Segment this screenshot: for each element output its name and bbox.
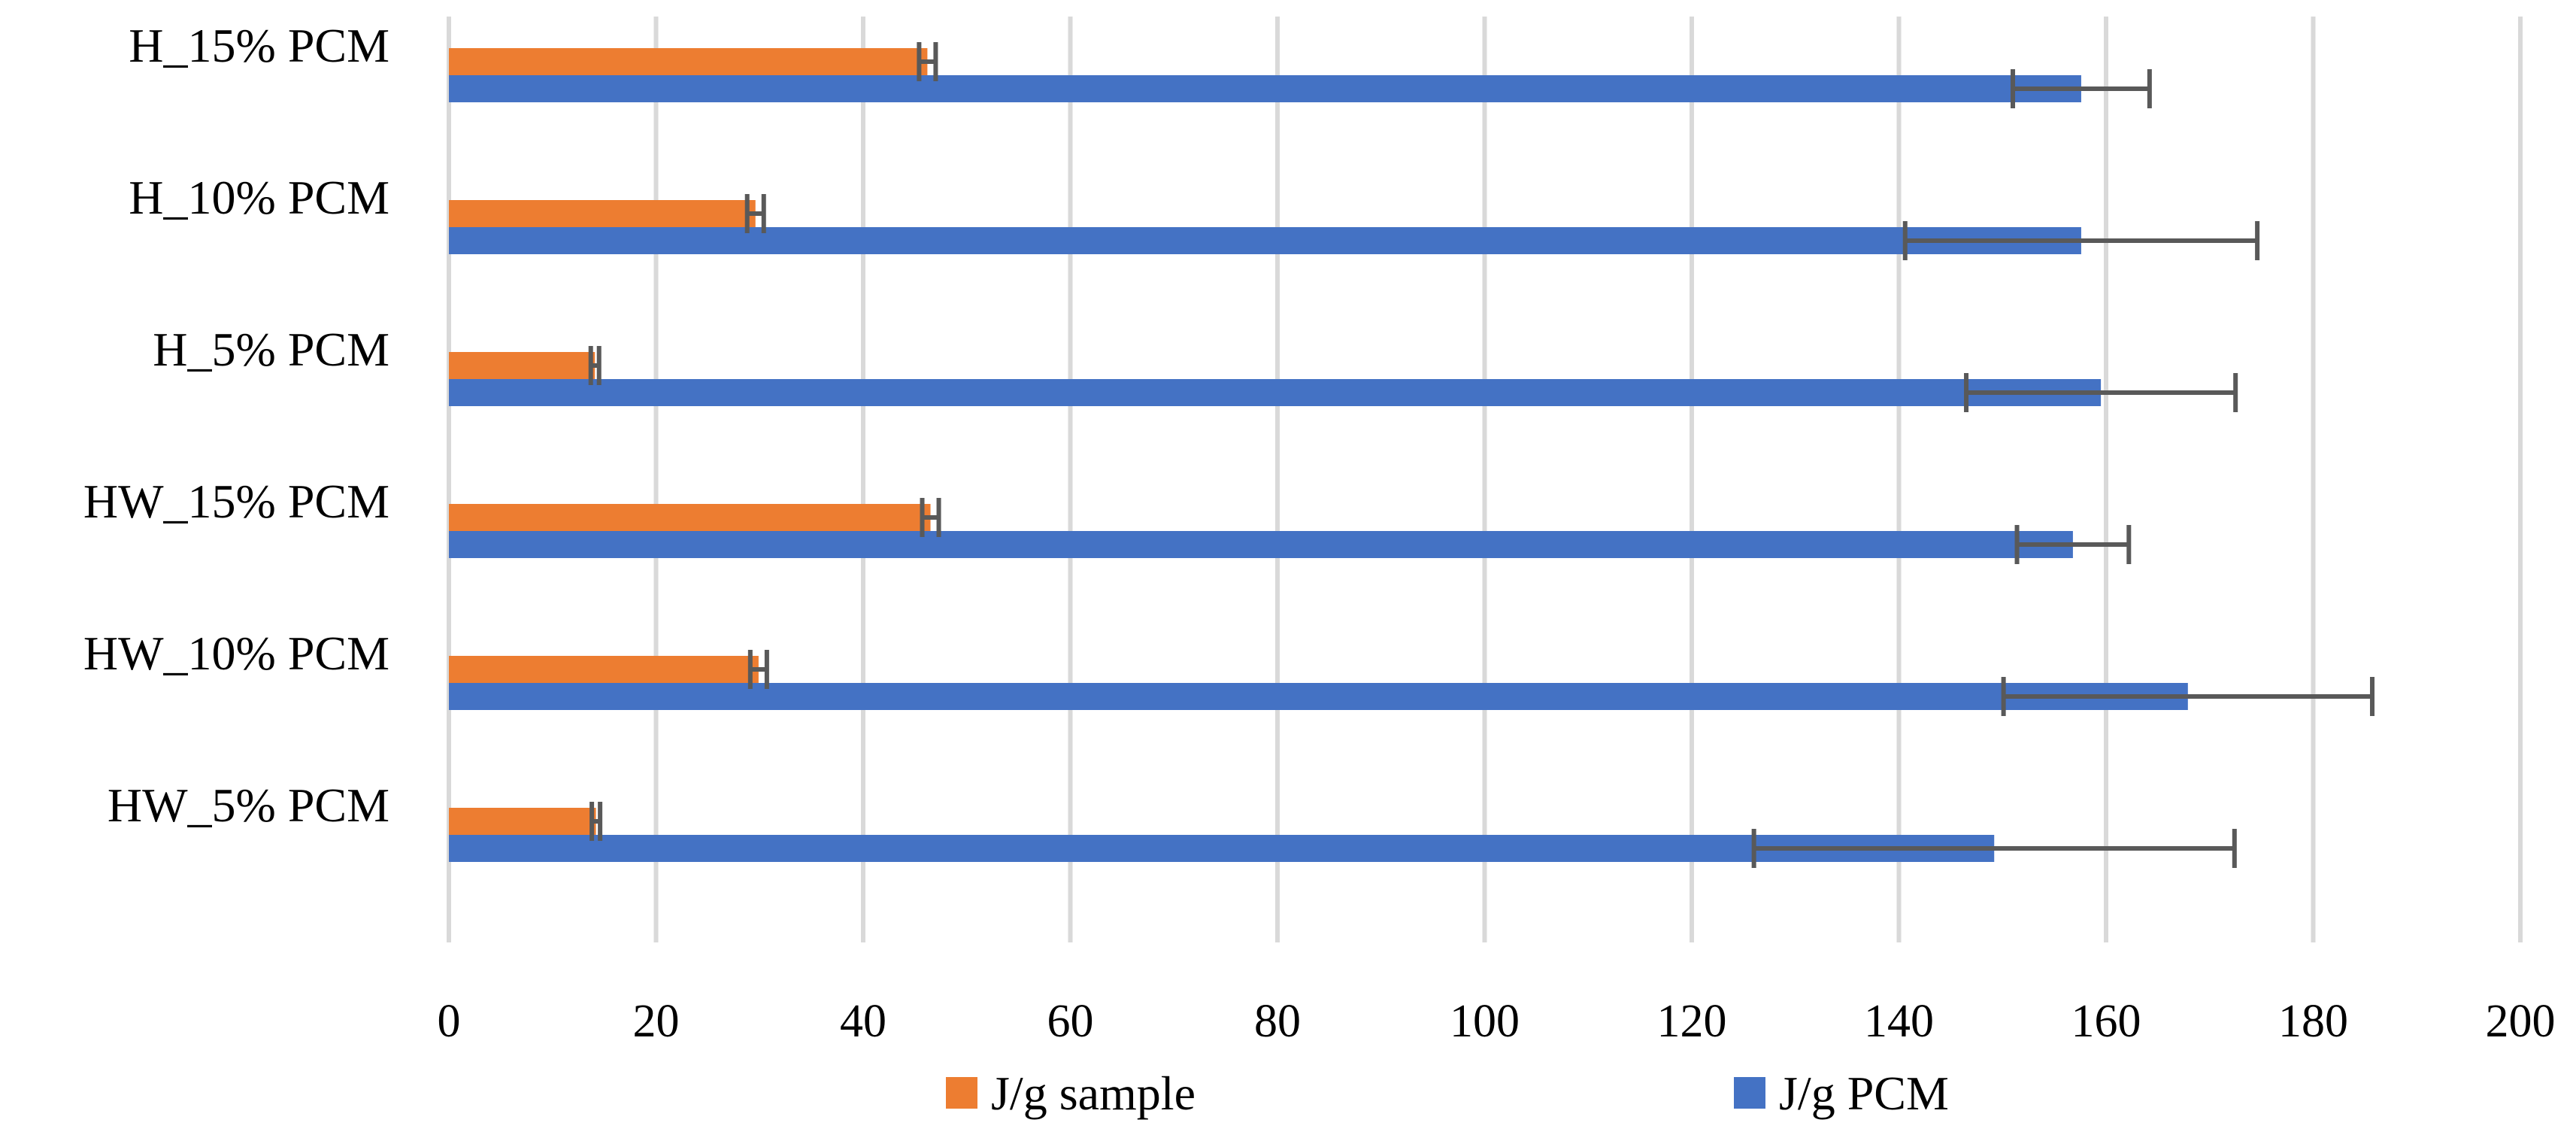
error-bar-h-15-pcm-j-g-pcm — [2011, 69, 2152, 108]
category-label-hw-5-pcm: HW_5% PCM — [108, 778, 389, 832]
bar-h-15-pcm-j-g-sample — [449, 48, 928, 75]
x-tick-label-20: 20 — [633, 996, 680, 1047]
bar-h-5-pcm-j-g-pcm — [449, 379, 2102, 406]
bar-h-15-pcm-j-g-pcm — [449, 75, 2081, 102]
bar-hw-15-pcm-j-g-pcm — [449, 531, 2073, 558]
x-tick-label-180: 180 — [2278, 996, 2348, 1047]
error-bar-h-10-pcm-j-g-sample — [744, 194, 766, 233]
error-bar-hw-15-pcm-j-g-sample — [920, 498, 941, 537]
bar-h-10-pcm-j-g-sample — [449, 200, 756, 227]
error-bar-hw-10-pcm-j-g-pcm — [2001, 677, 2375, 716]
error-bar-h-5-pcm-j-g-sample — [588, 346, 602, 385]
error-bar-hw-5-pcm-j-g-pcm — [1751, 829, 2237, 868]
error-bar-hw-5-pcm-j-g-sample — [589, 802, 603, 841]
x-tick-label-0: 0 — [438, 996, 461, 1047]
error-bars — [588, 42, 2375, 868]
x-tick-label-100: 100 — [1450, 996, 1520, 1047]
x-tick-label-60: 60 — [1047, 996, 1094, 1047]
bar-hw-10-pcm-j-g-pcm — [449, 683, 2188, 710]
error-bar-h-5-pcm-j-g-pcm — [1964, 373, 2238, 412]
error-bar-hw-10-pcm-j-g-sample — [747, 650, 769, 689]
bar-hw-5-pcm-j-g-pcm — [449, 835, 1995, 862]
error-bar-h-15-pcm-j-g-sample — [917, 42, 938, 81]
x-tick-label-200: 200 — [2486, 996, 2556, 1047]
bars — [449, 48, 2188, 862]
category-label-h-5-pcm: H_5% PCM — [153, 323, 389, 376]
x-tick-label-120: 120 — [1657, 996, 1727, 1047]
legend: J/g sample J/g PCM — [946, 1067, 1949, 1120]
error-bar-h-10-pcm-j-g-pcm — [1902, 221, 2260, 260]
error-bar-hw-15-pcm-j-g-pcm — [2014, 525, 2132, 564]
legend-swatch-j-g-pcm — [1734, 1077, 1765, 1109]
x-tick-label-160: 160 — [2071, 996, 2141, 1047]
legend-swatch-j-g-sample — [946, 1077, 977, 1109]
bar-hw-5-pcm-j-g-sample — [449, 808, 596, 835]
category-label-h-10-pcm: H_10% PCM — [129, 171, 389, 224]
x-tick-label-140: 140 — [1864, 996, 1934, 1047]
category-label-hw-15-pcm: HW_15% PCM — [83, 475, 389, 528]
bar-hw-15-pcm-j-g-sample — [449, 504, 931, 531]
bar-h-5-pcm-j-g-sample — [449, 352, 596, 379]
x-tick-label-40: 40 — [840, 996, 886, 1047]
category-labels: H_15% PCM H_10% PCM H_5% PCM HW_15% PCM HW_1… — [83, 19, 389, 832]
x-tick-label-80: 80 — [1254, 996, 1301, 1047]
category-label-h-15-pcm: H_15% PCM — [129, 19, 389, 72]
bar-h-10-pcm-j-g-pcm — [449, 227, 2081, 254]
x-axis-tick-labels: 0 20 40 60 80 100 120 140 160 180 200 — [438, 996, 2556, 1047]
bar-hw-10-pcm-j-g-sample — [449, 656, 759, 683]
category-label-hw-10-pcm: HW_10% PCM — [83, 627, 389, 680]
legend-label-j-g-pcm: J/g PCM — [1779, 1067, 1949, 1120]
legend-label-j-g-sample: J/g sample — [991, 1067, 1196, 1120]
gridlines — [447, 17, 2523, 942]
